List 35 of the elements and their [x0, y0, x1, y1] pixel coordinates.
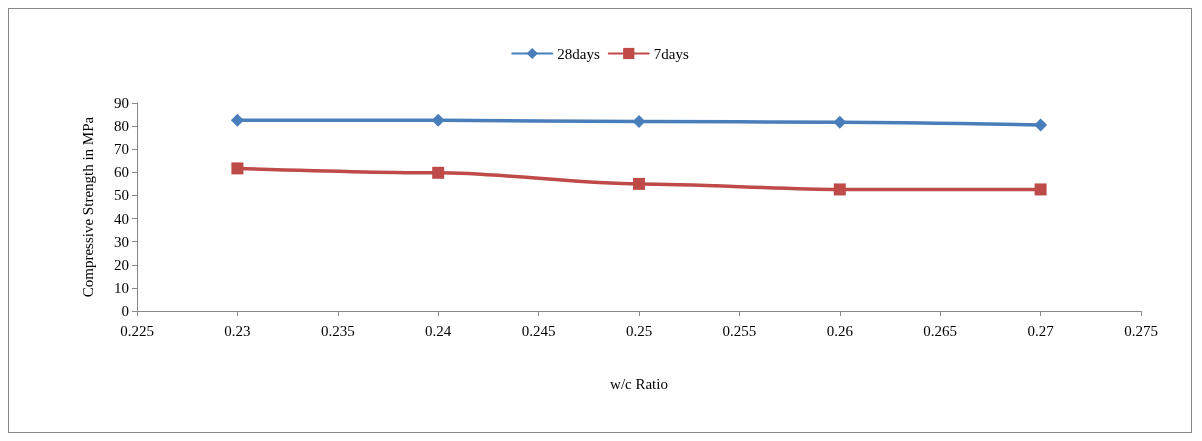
y-tick-label: 30 — [114, 233, 129, 250]
point — [1034, 183, 1047, 196]
point — [432, 166, 445, 179]
point — [431, 113, 445, 127]
legend-label: 28days — [557, 45, 600, 62]
y-tick-label: 20 — [114, 256, 129, 273]
point — [632, 114, 646, 128]
point — [1034, 118, 1048, 132]
y-tick-label: 40 — [114, 210, 129, 227]
point — [833, 183, 846, 196]
x-tick-label: 0.25 — [625, 322, 653, 339]
y-tick-label: 0 — [121, 303, 129, 319]
x-axis-title: w/c Ratio — [610, 375, 668, 392]
y-tick-label: 70 — [114, 141, 129, 158]
y-axis-title: Compressive Strength in MPa — [79, 116, 96, 298]
point — [231, 162, 244, 175]
x-tick-label: 0.26 — [826, 322, 854, 339]
x-tick-label: 0.245 — [521, 322, 556, 339]
y-tick-label: 10 — [114, 279, 129, 296]
x-tick-label: 0.23 — [224, 322, 251, 339]
x-tick-label: 0.24 — [425, 322, 452, 339]
x-tick-label: 0.255 — [722, 322, 757, 339]
x-tick-label: 0.265 — [923, 322, 958, 339]
x-tick-label: 0.275 — [1124, 322, 1158, 339]
point — [633, 177, 645, 190]
y-tick-label: 90 — [114, 95, 129, 111]
legend-label: 7days — [653, 45, 689, 62]
y-tick-label: 50 — [114, 187, 129, 204]
x-tick-label: 0.27 — [1027, 322, 1055, 339]
x-tick-label: 0.225 — [120, 322, 154, 339]
point — [230, 113, 244, 127]
y-tick-label: 60 — [114, 164, 129, 181]
y-tick-label: 80 — [114, 118, 129, 135]
x-tick-label: 0.235 — [320, 322, 355, 339]
point — [833, 115, 847, 129]
